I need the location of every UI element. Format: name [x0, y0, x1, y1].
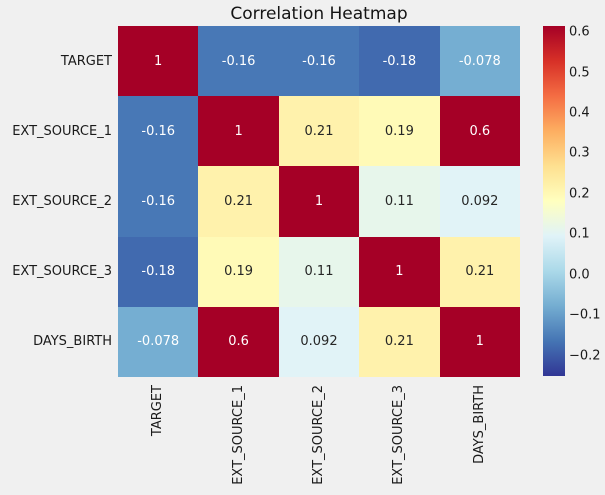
heatmap-cell: -0.16 [278, 26, 360, 97]
heatmap-cell: -0.078 [118, 306, 199, 377]
heatmap-cell: 1 [198, 96, 279, 167]
colorbar-tick-label: −0.2 [569, 348, 601, 364]
heatmap-cell: 0.092 [439, 166, 520, 237]
y-tick-label: EXT_SOURCE_3 [12, 264, 112, 280]
x-tick-label: DAYS_BIRTH [471, 385, 487, 464]
colorbar-tick-label: 0.1 [569, 226, 590, 242]
heatmap-cell: 0.6 [439, 96, 520, 167]
heatmap-cell: 0.21 [278, 96, 360, 167]
heatmap-cell: 0.19 [359, 96, 440, 167]
heatmap-cell: 0.21 [439, 236, 520, 307]
x-tick-label: EXT_SOURCE_1 [230, 385, 246, 485]
colorbar-tick-label: 0.4 [569, 105, 590, 121]
y-tick-label: EXT_SOURCE_1 [12, 123, 112, 139]
x-tick-label: EXT_SOURCE_3 [391, 385, 407, 485]
colorbar-tick-label: 0.6 [569, 24, 590, 40]
colorbar-tick-label: −0.1 [569, 307, 601, 323]
colorbar-tick-label: 0.2 [569, 186, 590, 202]
heatmap-cell: -0.16 [118, 96, 199, 167]
heatmap-cell: 0.6 [198, 306, 279, 377]
heatmap-cell: 1 [359, 236, 440, 307]
heatmap-cell: -0.18 [359, 26, 440, 97]
heatmap-cell: 1 [439, 306, 520, 377]
heatmap-cell: 1 [118, 26, 199, 97]
heatmap-grid: 1 -0.16 -0.16 -0.18 -0.078 -0.16 1 0.21 0.19 0.6-… [118, 26, 520, 377]
colorbar-tick-label: 0.0 [569, 267, 590, 283]
x-tick-label: TARGET [150, 385, 166, 437]
heatmap-cell: 0.11 [359, 166, 440, 237]
heatmap-cell: 0.21 [359, 306, 440, 377]
colorbar [543, 26, 565, 376]
heatmap-cell: -0.18 [118, 236, 199, 307]
heatmap-cell: 0.21 [198, 166, 279, 237]
colorbar-tick-label: 0.3 [569, 145, 590, 161]
y-tick-label: EXT_SOURCE_2 [12, 193, 112, 209]
heatmap-cell: 0.11 [278, 236, 360, 307]
heatmap-cell: -0.16 [198, 26, 279, 97]
heatmap-cell: 0.19 [198, 236, 279, 307]
y-tick-label: DAYS_BIRTH [33, 334, 112, 350]
x-tick-label: EXT_SOURCE_2 [311, 385, 326, 485]
heatmap-cell: -0.078 [439, 26, 520, 97]
heatmap-cell: 1 [278, 166, 360, 237]
heatmap-cell: 0.092 [278, 306, 360, 377]
chart-title: Correlation Heatmap [230, 4, 408, 24]
y-tick-label: TARGET [60, 53, 112, 69]
colorbar-tick-label: 0.5 [569, 65, 590, 81]
heatmap-cell: -0.16 [118, 166, 199, 237]
